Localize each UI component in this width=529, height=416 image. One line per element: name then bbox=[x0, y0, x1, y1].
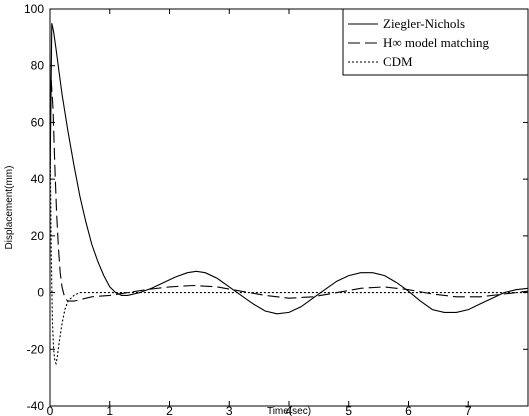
x-tick-label: 1 bbox=[106, 404, 113, 416]
legend-label-h-inf-model-matching: H∞ model matching bbox=[383, 35, 490, 50]
legend: Ziegler-Nichols H∞ model matching CDM bbox=[342, 8, 529, 76]
legend-label-ziegler-nichols: Ziegler-Nichols bbox=[383, 16, 465, 31]
series-layer bbox=[49, 23, 529, 366]
x-tick-label: 4 bbox=[286, 404, 293, 416]
x-tick-label: 3 bbox=[226, 404, 233, 416]
y-tick-label: 60 bbox=[31, 115, 45, 129]
y-tick-label: 100 bbox=[24, 2, 44, 16]
y-axis-label: Displacement(mm) bbox=[4, 166, 15, 250]
x-tick-label: 0 bbox=[47, 404, 54, 416]
x-tick-label: 6 bbox=[405, 404, 412, 416]
legend-box bbox=[342, 8, 529, 76]
y-tick-label: 40 bbox=[31, 172, 45, 186]
series-line-2 bbox=[49, 122, 528, 366]
y-tick-label: 80 bbox=[31, 59, 45, 73]
y-tick-label: 20 bbox=[31, 229, 45, 243]
legend-label-cdm: CDM bbox=[383, 54, 413, 69]
x-tick-label: 7 bbox=[465, 404, 472, 416]
series-line-1 bbox=[49, 79, 529, 302]
series-line-0 bbox=[49, 23, 529, 315]
x-tick-label: 2 bbox=[166, 404, 173, 416]
y-tick-label: -40 bbox=[27, 399, 45, 413]
y-tick-label: -20 bbox=[27, 342, 45, 356]
x-tick-label: 5 bbox=[345, 404, 352, 416]
y-tick-label: 0 bbox=[37, 286, 44, 300]
axis-ticks: 0 1 2 3 4 5 6 7 -40 -20 0 20 40 60 80 100 bbox=[24, 2, 528, 416]
x-axis-label: Time(sec) bbox=[267, 406, 311, 416]
